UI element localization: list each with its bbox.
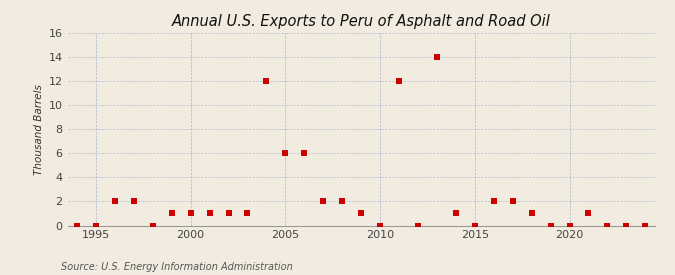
Point bbox=[90, 223, 101, 228]
Point bbox=[394, 79, 404, 83]
Point bbox=[621, 223, 632, 228]
Point bbox=[223, 211, 234, 216]
Point bbox=[318, 199, 329, 204]
Point bbox=[204, 211, 215, 216]
Point bbox=[147, 223, 158, 228]
Point bbox=[280, 151, 291, 155]
Point bbox=[109, 199, 120, 204]
Point bbox=[545, 223, 556, 228]
Point bbox=[450, 211, 461, 216]
Point bbox=[356, 211, 367, 216]
Point bbox=[53, 223, 63, 228]
Point bbox=[602, 223, 613, 228]
Point bbox=[469, 223, 480, 228]
Point bbox=[72, 223, 82, 228]
Point bbox=[583, 211, 594, 216]
Point bbox=[564, 223, 575, 228]
Point bbox=[128, 199, 139, 204]
Point bbox=[185, 211, 196, 216]
Point bbox=[261, 79, 272, 83]
Point bbox=[526, 211, 537, 216]
Point bbox=[299, 151, 310, 155]
Y-axis label: Thousand Barrels: Thousand Barrels bbox=[34, 84, 45, 175]
Point bbox=[242, 211, 253, 216]
Point bbox=[337, 199, 348, 204]
Point bbox=[431, 55, 442, 59]
Point bbox=[412, 223, 423, 228]
Point bbox=[508, 199, 518, 204]
Point bbox=[166, 211, 177, 216]
Text: Source: U.S. Energy Information Administration: Source: U.S. Energy Information Administ… bbox=[61, 262, 292, 272]
Title: Annual U.S. Exports to Peru of Asphalt and Road Oil: Annual U.S. Exports to Peru of Asphalt a… bbox=[171, 14, 551, 29]
Point bbox=[488, 199, 499, 204]
Point bbox=[640, 223, 651, 228]
Point bbox=[375, 223, 385, 228]
